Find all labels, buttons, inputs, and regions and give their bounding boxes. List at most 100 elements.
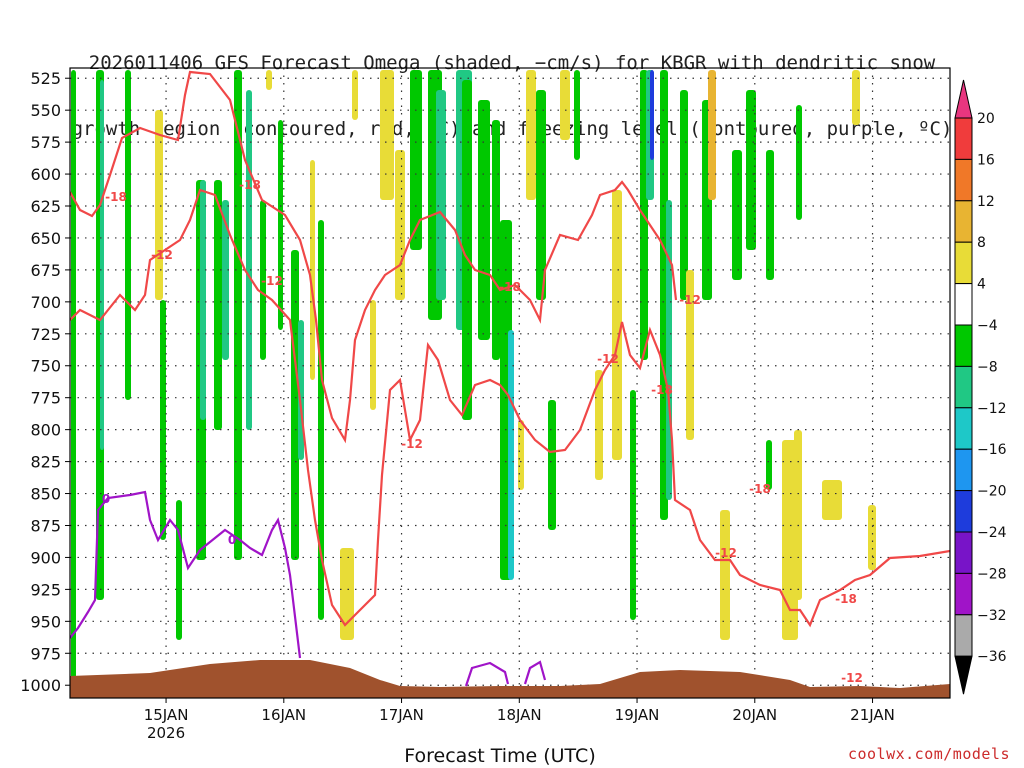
- omega-streak: [720, 510, 730, 640]
- x-tick-label: 17JAN: [379, 706, 424, 724]
- omega-streak: [71, 70, 76, 690]
- colorbar-label: −24: [977, 525, 1007, 541]
- omega-streak: [686, 270, 694, 440]
- dgz-contour-label: -18: [105, 190, 127, 204]
- plot-area: -18 -18 -12 -12 -18 -12 -12 -18 -12 -18 -12 -18 -12 0…: [70, 68, 950, 698]
- omega-streak: [868, 505, 876, 570]
- colorbar-box: [954, 490, 973, 533]
- y-tick-label: 700: [30, 293, 61, 312]
- y-tick-label: 975: [30, 644, 61, 663]
- colorbar-box: [954, 407, 973, 450]
- freezing-level-contour: [70, 490, 302, 659]
- y-tick-label: 675: [30, 261, 61, 280]
- y-axis: 525 550 575 600 625 650 675 700 725 750 775 800 825 8…: [20, 69, 70, 695]
- y-tick-label: 525: [30, 69, 61, 88]
- plot-frame: [69, 67, 951, 699]
- y-tick-label: 775: [30, 389, 61, 408]
- omega-shading: [71, 70, 876, 690]
- y-tick-label: 600: [30, 165, 61, 184]
- dgz-contour-upper: [70, 70, 678, 444]
- colorbar-box: [954, 324, 973, 367]
- omega-streak: [318, 220, 324, 620]
- omega-streak: [260, 200, 266, 360]
- y-tick-label: 850: [30, 485, 61, 504]
- omega-streak: [612, 190, 622, 460]
- colorbar-box: [954, 531, 973, 574]
- omega-streak: [852, 70, 860, 125]
- omega-streak: [766, 150, 774, 280]
- y-tick-label: 725: [30, 325, 61, 344]
- colorbar-top-arrow: [954, 79, 973, 119]
- omega-streak: [234, 70, 242, 560]
- omega-streak: [352, 70, 358, 120]
- colorbar-label: 8: [977, 235, 986, 251]
- omega-streak: [666, 200, 672, 500]
- colorbar-label: 20: [977, 111, 995, 127]
- freezing-level-contour-3: [523, 660, 547, 685]
- colorbar-label: −28: [977, 566, 1007, 582]
- omega-streak: [732, 150, 742, 280]
- dgz-contour-label: -18: [749, 482, 771, 496]
- freezing-level-contour-2: [464, 661, 510, 687]
- omega-streak: [380, 70, 394, 200]
- dgz-contour-label: -12: [597, 352, 619, 366]
- colorbar-box: [954, 200, 973, 243]
- omega-streak: [436, 90, 446, 300]
- colorbar-box: [954, 614, 973, 657]
- omega-streak: [370, 300, 376, 410]
- omega-streak: [650, 70, 654, 160]
- colorbar-label: −12: [977, 401, 1007, 417]
- x-year-label: 2026: [147, 724, 185, 742]
- y-tick-label: 650: [30, 229, 61, 248]
- omega-streak: [246, 90, 252, 430]
- dgz-contour-label: -12: [715, 546, 737, 560]
- freezing-contour-label: 0: [102, 492, 110, 506]
- y-tick-label: 925: [30, 580, 61, 599]
- omega-streak: [526, 70, 536, 200]
- y-tick-label: 950: [30, 612, 61, 631]
- omega-streak: [518, 420, 524, 490]
- omega-streak: [766, 440, 772, 490]
- freezing-contour-label: 0: [228, 533, 236, 547]
- omega-streak: [125, 70, 131, 400]
- omega-streak: [796, 105, 802, 220]
- y-tick-label: 550: [30, 101, 61, 120]
- omega-streak: [548, 400, 556, 530]
- terrain-fill: [70, 660, 950, 698]
- y-tick-label: 625: [30, 197, 61, 216]
- omega-streak: [708, 70, 716, 200]
- y-tick-label: 875: [30, 516, 61, 535]
- dgz-contour-label: -12: [679, 293, 701, 307]
- x-axis: 15JAN 16JAN 17JAN 18JAN 19JAN 20JAN 21JAN 2026: [144, 698, 895, 742]
- colorbar-box: [954, 117, 973, 160]
- omega-streak: [478, 100, 490, 340]
- colorbar-label: −16: [977, 442, 1007, 458]
- dgz-contour-label: -18: [651, 383, 673, 397]
- x-tick-label: 19JAN: [615, 706, 660, 724]
- omega-streak: [310, 160, 315, 380]
- dgz-contour-label: -18: [239, 178, 261, 192]
- y-tick-label: 1000: [20, 676, 61, 695]
- colorbar-label: 16: [977, 152, 995, 168]
- credit-text: coolwx.com/models: [847, 745, 1010, 763]
- dgz-contour-label: -12: [261, 274, 283, 288]
- omega-streak: [492, 120, 500, 360]
- x-tick-label: 16JAN: [261, 706, 306, 724]
- dgz-contour-label: -12: [401, 437, 423, 451]
- omega-streak: [160, 300, 166, 540]
- colorbar-box: [954, 283, 973, 326]
- omega-streak: [680, 90, 688, 300]
- omega-streak: [200, 180, 206, 420]
- omega-streak: [574, 70, 580, 160]
- omega-streak: [746, 90, 756, 250]
- omega-streak: [155, 110, 163, 300]
- y-tick-label: 575: [30, 133, 61, 152]
- dgz-contour-label: -18: [835, 592, 857, 606]
- omega-streak: [291, 250, 299, 560]
- colorbar-box: [954, 448, 973, 492]
- omega-streak: [278, 120, 283, 330]
- colorbar-box: [954, 241, 973, 285]
- omega-streak: [214, 180, 222, 430]
- colorbar: 20 16 12 8 4 −4 −8 −12 −16 −20 −24 −28 −32 −36: [954, 79, 1007, 695]
